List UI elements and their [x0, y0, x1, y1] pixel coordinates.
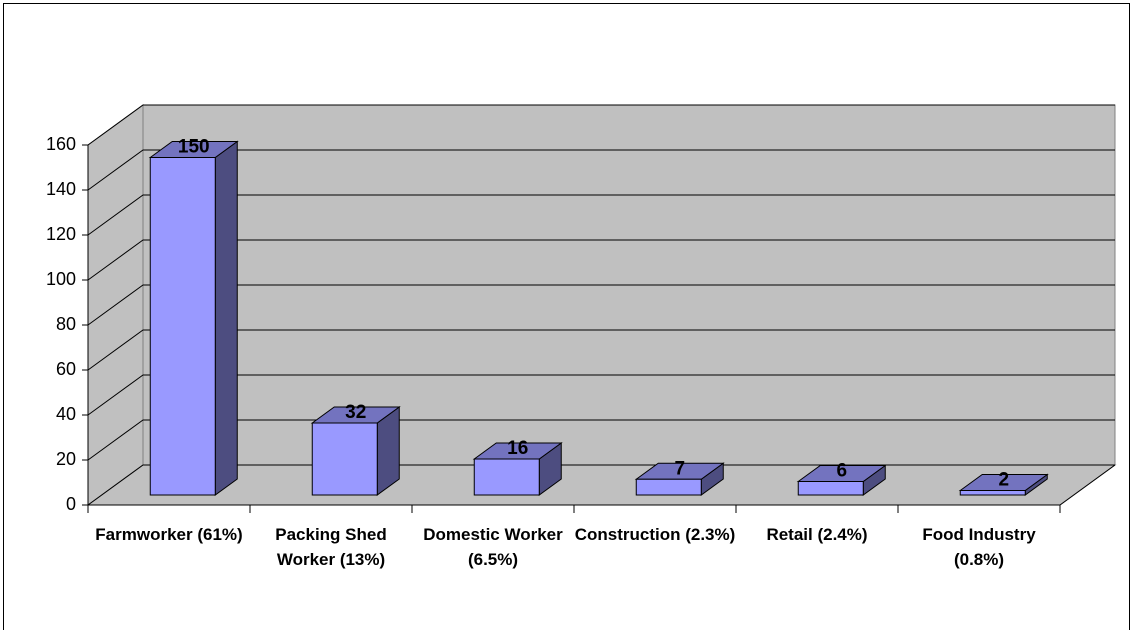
bar-side — [214, 140, 238, 496]
grid-line — [87, 464, 1115, 506]
bar — [311, 422, 378, 496]
y-tick-label: 20 — [56, 449, 76, 469]
bar — [149, 157, 216, 496]
grid-line — [87, 104, 1115, 146]
grid-line — [87, 329, 1115, 371]
bar — [797, 481, 864, 496]
y-tick-label: 0 — [66, 494, 76, 514]
grid-line — [87, 149, 1115, 191]
x-tick-label: Retail (2.4%) — [766, 525, 868, 544]
y-tick-label: 140 — [46, 179, 76, 199]
y-tick-label: 100 — [46, 269, 76, 289]
bar — [635, 478, 702, 496]
y-tick-label: 160 — [46, 134, 76, 154]
x-tick-label: Construction (2.3%) — [574, 525, 736, 544]
data-label: 7 — [674, 458, 685, 479]
data-label: 2 — [998, 470, 1009, 491]
x-tick-label: Domestic Worker (6.5%) — [423, 525, 563, 569]
grid-line — [87, 419, 1115, 461]
y-tick-label: 40 — [56, 404, 76, 424]
bar — [959, 490, 1026, 496]
grid-line — [87, 239, 1115, 281]
bar — [473, 458, 540, 496]
floor — [86, 464, 1117, 506]
grid-line — [87, 374, 1115, 416]
floor-edge — [1059, 464, 1116, 506]
y-tick-label: 80 — [56, 314, 76, 334]
x-tick-label: Farmworker (61%) — [95, 525, 243, 544]
data-label: 6 — [836, 461, 847, 482]
data-label: 150 — [178, 137, 210, 158]
grid-line — [87, 194, 1115, 236]
grid-line — [87, 284, 1115, 326]
data-label: 16 — [507, 438, 528, 459]
x-tick-label: Food Industry (0.8%) — [922, 525, 1036, 569]
data-label: 32 — [345, 402, 366, 423]
y-tick-label: 60 — [56, 359, 76, 379]
y-tick-label: 120 — [46, 224, 76, 244]
x-tick-label: Packing Shed Worker (13%) — [275, 525, 387, 569]
